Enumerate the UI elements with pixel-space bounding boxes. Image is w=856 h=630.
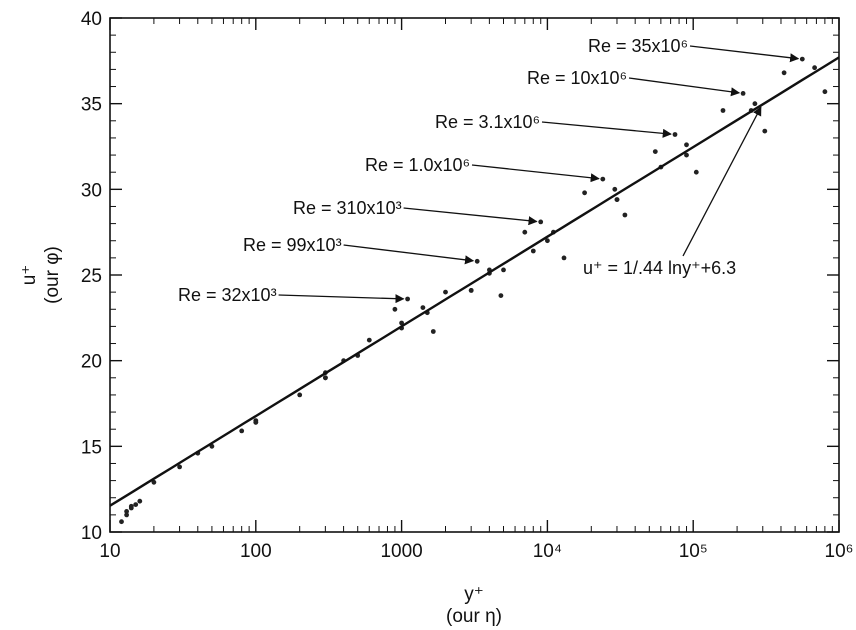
x-tick-label: 10⁶ bbox=[825, 541, 854, 562]
data-point bbox=[119, 519, 124, 525]
data-point bbox=[740, 91, 746, 96]
y-tick-label: 35 bbox=[81, 95, 102, 116]
x-tick-label: 100 bbox=[240, 541, 272, 562]
data-point bbox=[443, 289, 448, 295]
y-tick-label: 25 bbox=[81, 266, 102, 287]
data-point bbox=[522, 229, 528, 235]
data-point bbox=[822, 89, 828, 95]
data-point bbox=[501, 267, 506, 273]
data-point bbox=[405, 296, 410, 302]
y-axis-title: u⁺ bbox=[19, 265, 40, 286]
data-point bbox=[253, 419, 259, 425]
x-tick-label: 10⁴ bbox=[533, 541, 562, 562]
series-2 bbox=[124, 219, 567, 514]
annotation-arrow bbox=[278, 294, 405, 304]
data-point bbox=[545, 238, 550, 244]
data-point bbox=[693, 169, 699, 175]
data-point bbox=[399, 320, 404, 326]
y-axis-subtitle: (our φ) bbox=[42, 246, 63, 304]
data-point bbox=[582, 190, 587, 196]
data-point bbox=[530, 248, 536, 254]
series-0 bbox=[119, 296, 436, 525]
data-point bbox=[124, 509, 129, 514]
data-point bbox=[124, 512, 129, 518]
data-point bbox=[468, 288, 474, 293]
annotation-arrow bbox=[541, 121, 672, 138]
annotation-arrow bbox=[682, 106, 762, 257]
annotation-arrow bbox=[628, 77, 741, 97]
data-point bbox=[366, 337, 372, 343]
data-point bbox=[133, 502, 139, 507]
annotations: Re = 35x10⁶ Re = 10x10⁶ Re = 3.1x10⁶ Re = 1… bbox=[178, 36, 800, 305]
data-point bbox=[474, 258, 480, 264]
x-tick-label: 1000 bbox=[380, 541, 422, 562]
data-point bbox=[684, 142, 689, 148]
annotation-label: Re = 35x10⁶ bbox=[588, 36, 688, 56]
data-point bbox=[498, 293, 504, 298]
data-point bbox=[781, 70, 787, 76]
x-axis-title: y⁺ bbox=[464, 584, 484, 605]
annotation-arrow bbox=[689, 45, 800, 63]
data-point bbox=[720, 108, 726, 113]
data-point bbox=[177, 464, 183, 470]
data-point bbox=[392, 306, 398, 312]
series-5 bbox=[133, 91, 768, 507]
data-point bbox=[612, 186, 618, 192]
annotation-label: Re = 1.0x10⁶ bbox=[365, 155, 470, 175]
data-point bbox=[762, 128, 768, 134]
data-point bbox=[297, 392, 303, 398]
x-tick-label: 10 bbox=[99, 541, 120, 562]
data-point bbox=[684, 152, 689, 158]
y-tick-label: 15 bbox=[81, 437, 102, 458]
tick-labels: 10 100 1000 10⁴ 10⁵ 10⁶ 10 15 20 25 30 35 40 bbox=[81, 9, 854, 562]
data-point bbox=[561, 255, 567, 261]
data-point bbox=[812, 65, 817, 71]
annotation-arrow bbox=[403, 207, 538, 226]
data-point bbox=[137, 498, 143, 504]
annotation-arrow bbox=[343, 244, 475, 265]
annotation-label: Re = 32x10³ bbox=[178, 285, 277, 305]
data-point bbox=[752, 101, 758, 107]
axis-ticks bbox=[109, 17, 840, 533]
data-point bbox=[128, 503, 134, 509]
annotation-label: u⁺ = 1/.44 lny⁺+6.3 bbox=[583, 258, 736, 278]
data-point bbox=[652, 149, 658, 155]
data-point bbox=[600, 176, 606, 182]
data-point bbox=[430, 329, 436, 334]
data-point bbox=[239, 428, 245, 434]
y-tick-label: 30 bbox=[81, 180, 102, 201]
y-tick-label: 20 bbox=[81, 352, 102, 373]
x-tick-label: 10⁵ bbox=[679, 541, 708, 562]
data-point bbox=[323, 375, 328, 381]
data-point bbox=[672, 132, 678, 137]
log-law-fit bbox=[109, 56, 840, 507]
annotation-label: Re = 3.1x10⁶ bbox=[435, 112, 540, 132]
annotation-label: Re = 99x10³ bbox=[243, 235, 342, 255]
data-point bbox=[420, 305, 426, 310]
y-tick-label: 40 bbox=[81, 9, 102, 30]
data-point bbox=[538, 219, 544, 225]
y-tick-label: 10 bbox=[81, 523, 102, 544]
data-point bbox=[151, 479, 157, 485]
annotation-label: Re = 10x10⁶ bbox=[527, 68, 627, 88]
series-3 bbox=[128, 176, 628, 511]
data-point bbox=[799, 56, 805, 62]
annotation-label: Re = 310x10³ bbox=[293, 198, 402, 218]
log-law-line bbox=[109, 56, 840, 507]
data-point bbox=[614, 197, 620, 203]
annotation-arrow bbox=[471, 164, 600, 183]
data-point bbox=[622, 212, 628, 218]
x-axis-subtitle: (our η) bbox=[446, 606, 502, 627]
